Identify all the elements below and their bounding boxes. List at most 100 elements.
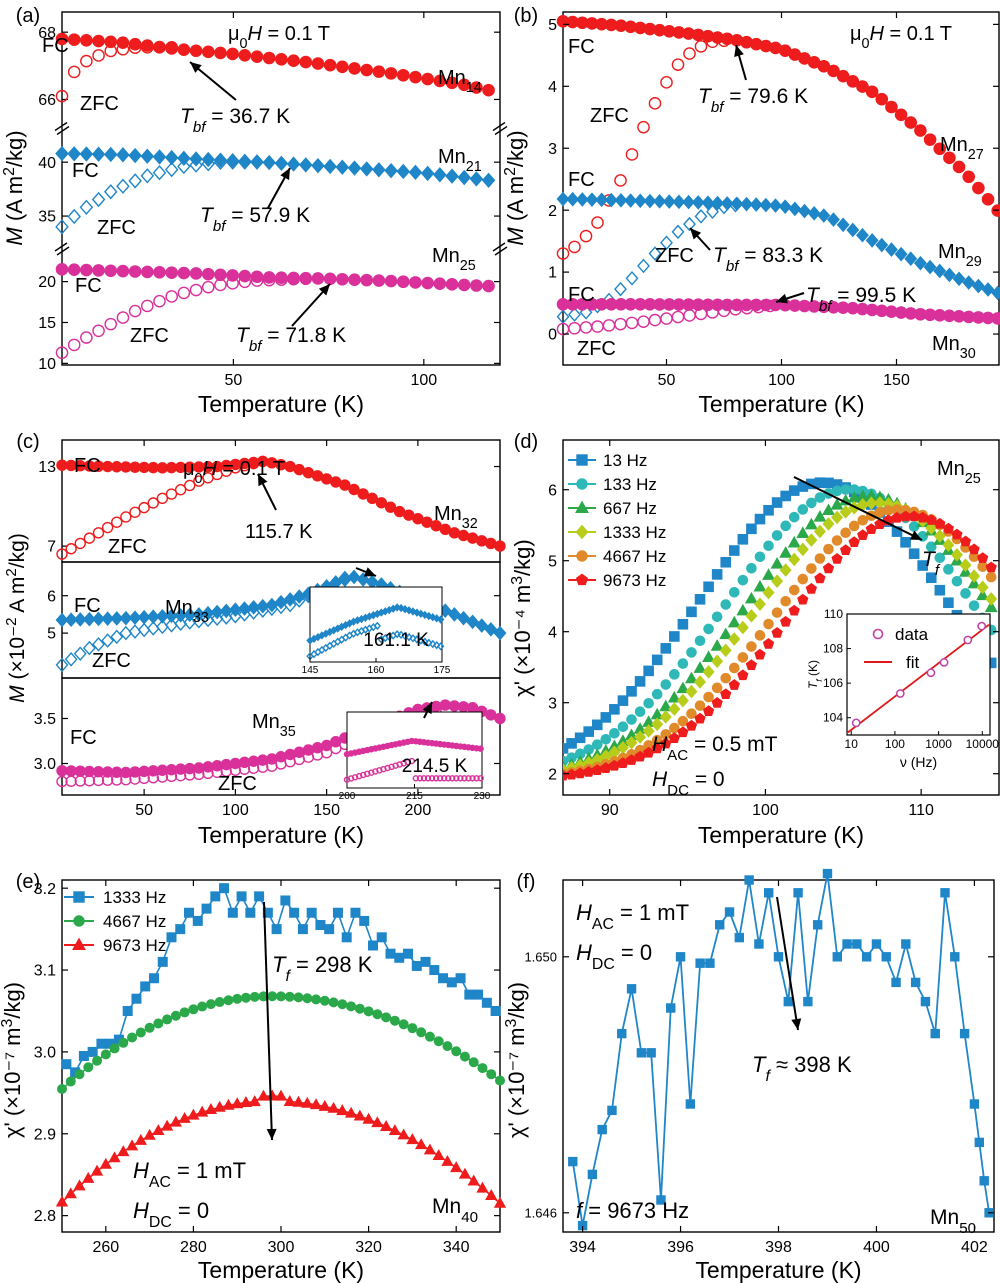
zfc-point	[556, 247, 570, 260]
legend-label: 4667 Hz	[603, 547, 666, 566]
zfc-point	[625, 270, 639, 286]
fc-point	[262, 154, 276, 171]
data-point	[762, 585, 775, 600]
data-point	[433, 1036, 444, 1047]
data-point	[464, 989, 475, 1000]
fc-point	[365, 574, 379, 590]
label-part: 32	[462, 516, 478, 532]
data-point	[306, 907, 317, 918]
data-point	[587, 1169, 598, 1180]
sample-label: Mn32	[434, 503, 478, 532]
inset-legend-label: data	[895, 625, 929, 644]
fc-point	[482, 279, 495, 293]
data-point	[974, 1137, 985, 1148]
fc-point	[299, 55, 313, 69]
data-point	[831, 553, 843, 564]
arrow-head	[734, 45, 744, 57]
data-point	[257, 1089, 270, 1101]
zfc-point	[56, 548, 68, 560]
legend: 13 Hz 133 Hz 667 Hz 1333 Hz 4667 Hz 9673 Hz	[568, 451, 666, 590]
data-point	[797, 504, 809, 515]
fc-point	[481, 172, 496, 188]
zfc-point	[92, 324, 105, 338]
tbf-arrow	[257, 473, 277, 511]
data-point	[702, 705, 715, 716]
zfc-point	[189, 283, 203, 297]
fc-point	[494, 540, 506, 552]
data-point	[337, 999, 348, 1010]
zfc-point	[120, 774, 132, 786]
label-part: ≈ 398 K	[770, 1052, 852, 1077]
fc-point	[470, 279, 483, 292]
zfc-point	[110, 629, 124, 645]
arrow-head	[266, 1128, 277, 1140]
legend-label: 133 Hz	[603, 475, 657, 494]
legend-marker	[73, 891, 85, 903]
legend-marker	[576, 550, 588, 562]
legend-marker	[73, 915, 85, 927]
inset-x-tick-label: 10000	[966, 737, 1000, 751]
fc-point	[971, 278, 985, 294]
x-tick-label: 260	[92, 1239, 119, 1256]
label-part: T	[272, 952, 287, 977]
fc-point	[101, 611, 115, 626]
zfc-point	[55, 346, 69, 360]
zfc-point	[80, 54, 93, 68]
arrow-head	[909, 530, 922, 540]
zfc-point	[137, 622, 151, 638]
data-point	[857, 514, 869, 526]
data-point	[600, 733, 612, 745]
fc-point	[923, 133, 937, 146]
label-part: 0	[195, 471, 203, 487]
fc-point	[457, 78, 471, 92]
data-point	[162, 1014, 173, 1025]
data-point	[280, 895, 291, 906]
label-part: Mn	[434, 503, 462, 525]
label-part: bf	[193, 119, 207, 136]
data-point	[227, 907, 238, 918]
fc-point	[298, 157, 313, 173]
data-point	[656, 1195, 666, 1205]
fc-point	[91, 146, 106, 162]
data-point	[634, 676, 646, 687]
fc-point	[238, 49, 252, 62]
data-point	[643, 665, 654, 677]
tbf-label: Tbf = 71.8 K	[236, 324, 346, 355]
zfc-point	[247, 762, 260, 774]
data-point	[332, 907, 343, 918]
label-part: = 99.5 K	[831, 284, 916, 307]
zfc-point	[83, 532, 96, 544]
label-part: = 36.7 K	[205, 105, 290, 128]
data-point	[814, 477, 826, 488]
data-point	[744, 875, 754, 885]
data-point	[977, 552, 989, 563]
y-axis-label: χ' (×10⁻⁷ m3/kg)	[0, 982, 25, 1138]
fc-point	[128, 610, 142, 625]
inset-fc-point	[477, 745, 484, 752]
label-part: 2	[3, 617, 20, 625]
zfc-point	[116, 178, 130, 194]
data-point	[359, 915, 370, 926]
data-point	[934, 584, 946, 596]
fc-point	[177, 150, 191, 166]
fc-point	[633, 193, 647, 209]
tf-label: Tf = 298 K	[272, 952, 373, 985]
y-tick-label: 2	[548, 203, 557, 220]
x-tick-label: 340	[443, 1239, 470, 1256]
panel-label: (c)	[16, 431, 39, 453]
fc-point	[384, 274, 398, 288]
data-point	[734, 932, 745, 943]
y-tick-label: 4	[548, 624, 557, 641]
fc-point	[348, 273, 361, 286]
data-point	[239, 1096, 253, 1107]
data-point	[715, 920, 725, 930]
data-point	[745, 609, 758, 623]
series-mn25	[55, 263, 495, 360]
inset-zfc-point	[417, 636, 425, 645]
data-point	[311, 994, 322, 1005]
data-point	[857, 529, 869, 540]
y-tick-label: 1.650	[524, 949, 557, 964]
label-part: 21	[466, 159, 482, 175]
inset-zfc-point	[465, 775, 472, 782]
